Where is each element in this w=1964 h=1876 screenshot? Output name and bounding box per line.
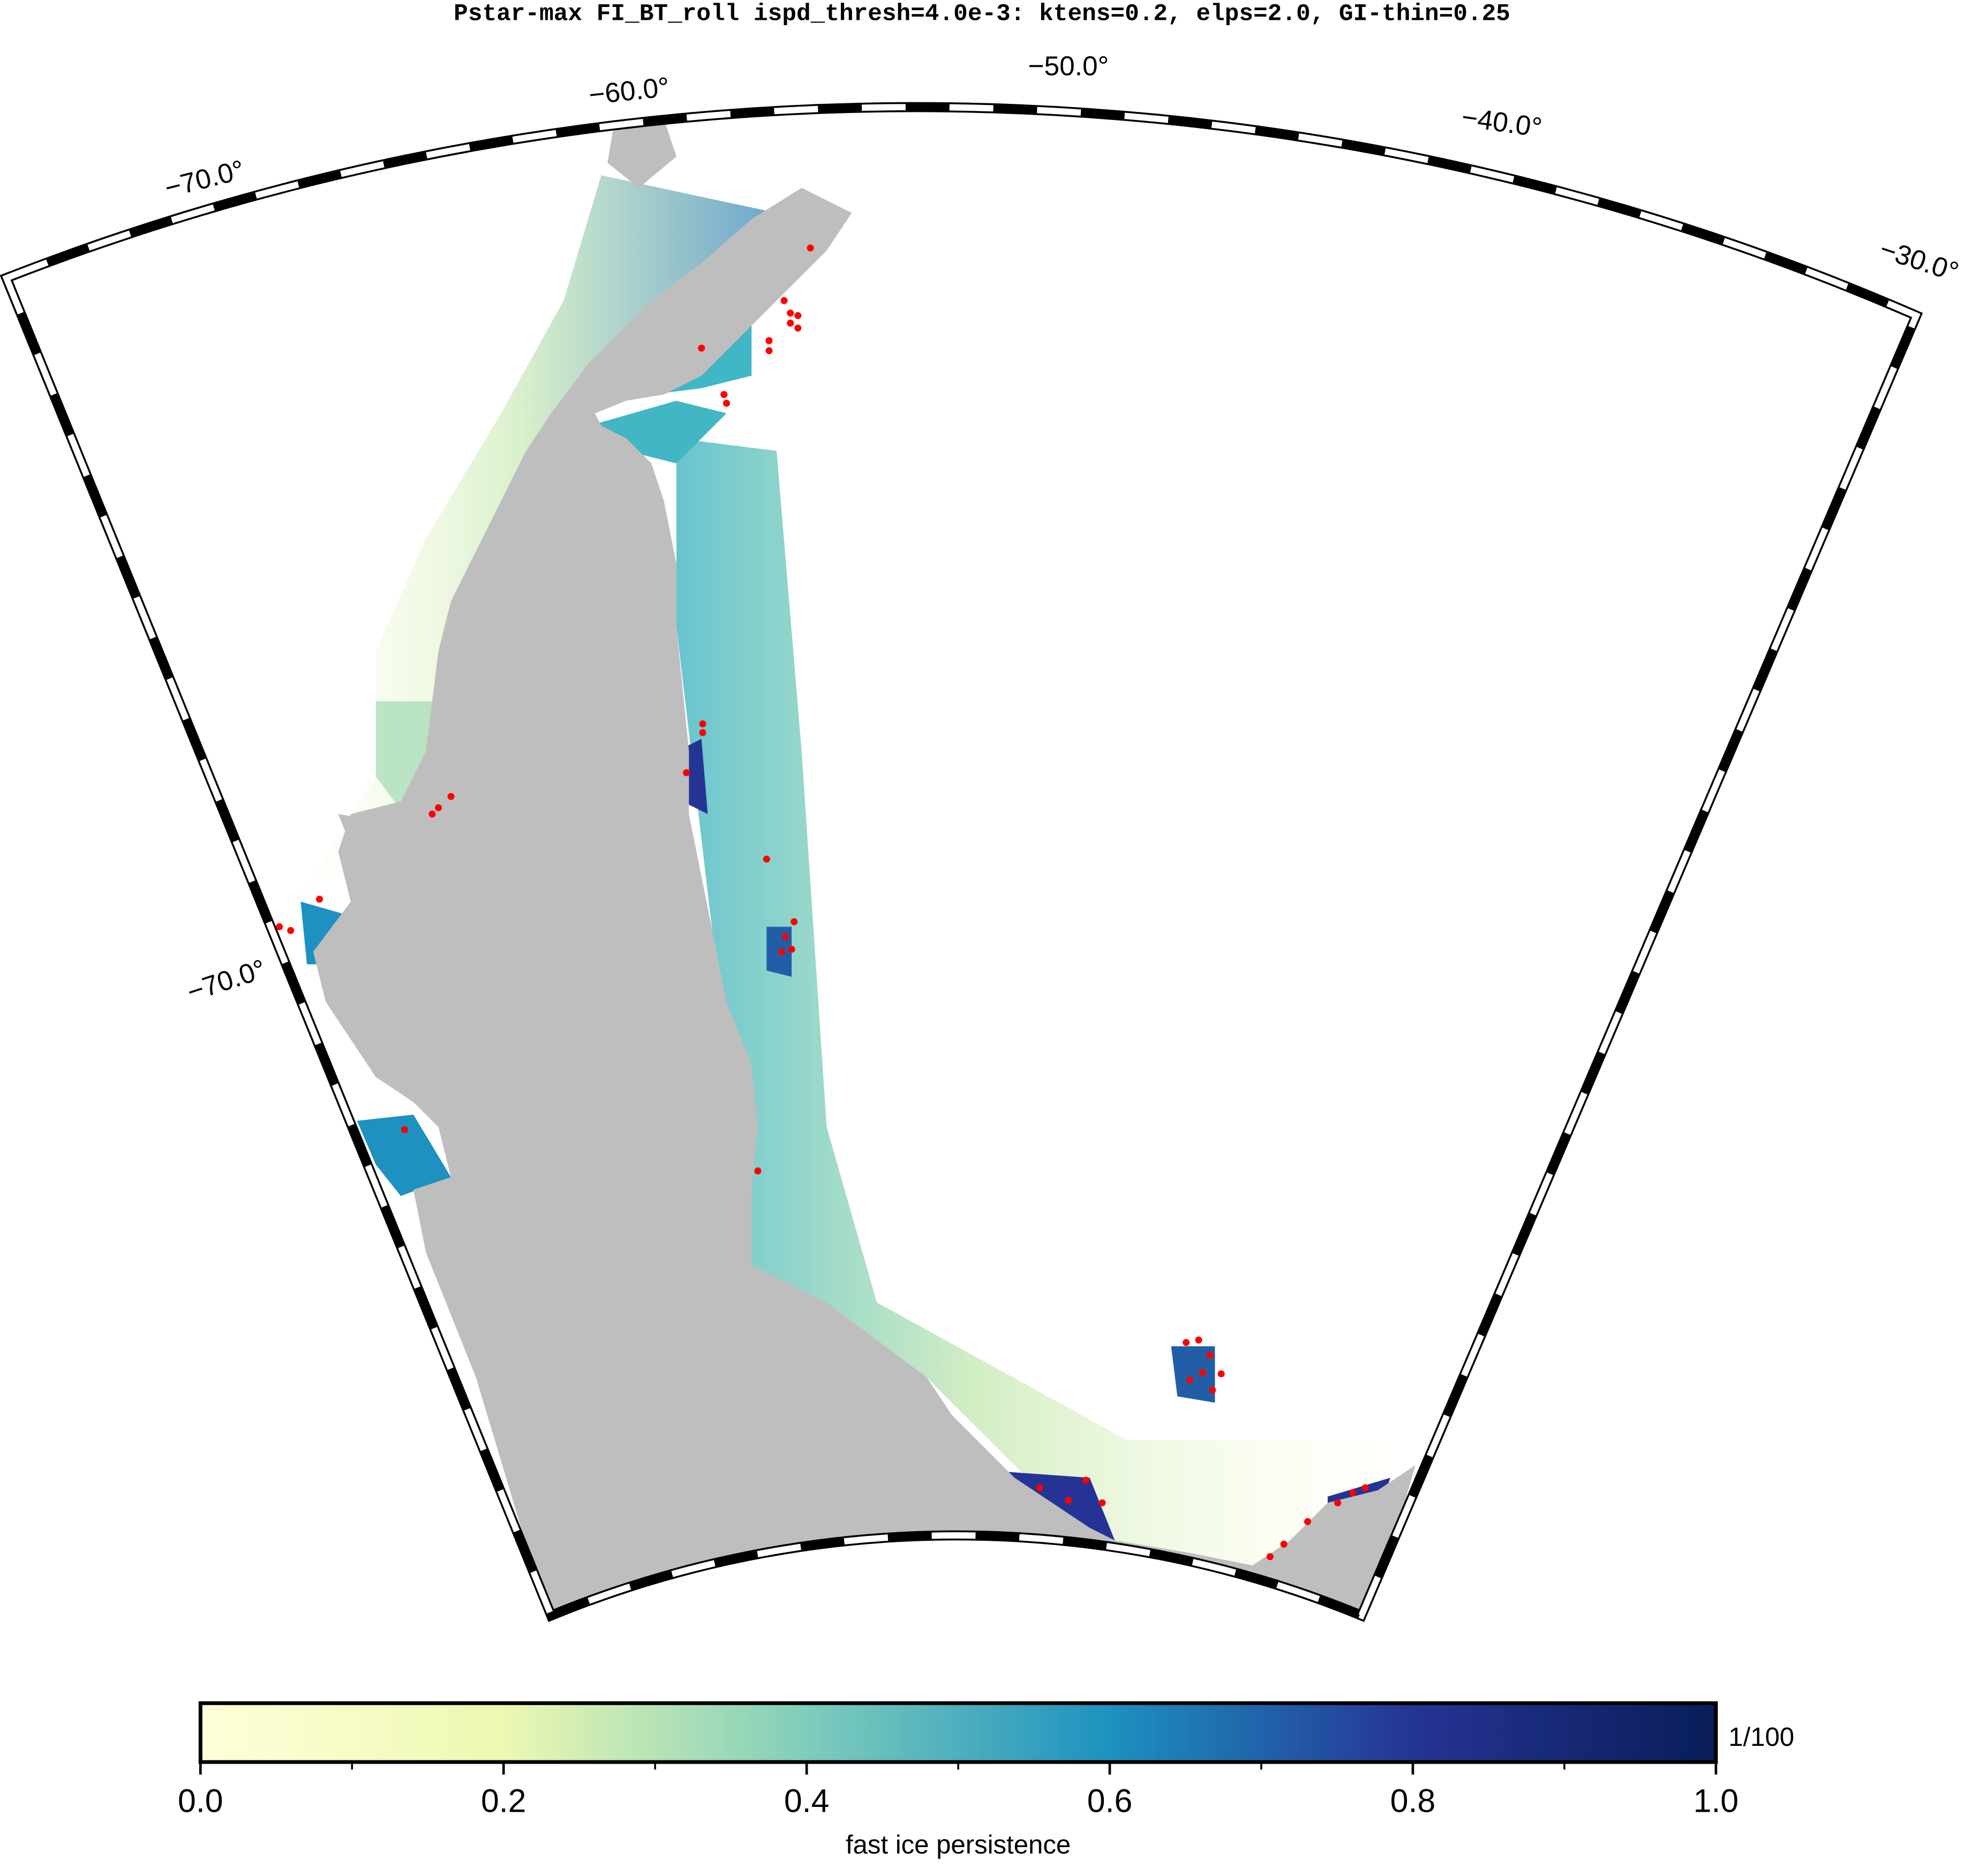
iceberg (787, 319, 794, 327)
iceberg (1217, 1370, 1225, 1377)
iceberg (276, 923, 283, 931)
iceberg (1199, 1369, 1206, 1376)
iceberg (1206, 1351, 1214, 1359)
lon-label: −30.0° (1876, 233, 1962, 288)
iceberg (428, 810, 436, 818)
iceberg (401, 1126, 409, 1133)
iceberg (807, 244, 814, 252)
iceberg (1209, 1387, 1216, 1394)
colorbar-tick-label: 1.0 (1694, 1783, 1739, 1819)
lon-label: −50.0° (1028, 50, 1109, 81)
colorbar-unit: 1/100 (1728, 1723, 1794, 1752)
grounded-icebergs (276, 244, 1369, 1561)
ice-band (676, 438, 1416, 1578)
iceberg (683, 769, 690, 777)
colorbar-tick-label: 0.6 (1087, 1783, 1132, 1819)
lon-label: −40.0° (1459, 101, 1544, 143)
colorbar-tick-label: 0.8 (1390, 1783, 1436, 1819)
colorbar (198, 1701, 1718, 1764)
iceberg (1098, 1499, 1106, 1506)
iceberg (781, 933, 789, 940)
iceberg (791, 918, 798, 925)
iceberg (723, 400, 731, 407)
iceberg (1349, 1489, 1357, 1496)
lon-label: −70.0° (161, 154, 247, 204)
iceberg (1183, 1339, 1190, 1346)
iceberg (1036, 1484, 1043, 1491)
colorbar-tick-label: 0.0 (178, 1783, 223, 1819)
colorbar-tick-label: 0.4 (784, 1783, 830, 1819)
iceberg (778, 948, 785, 955)
iceberg (787, 310, 794, 317)
iceberg (1082, 1476, 1090, 1484)
iceberg (447, 793, 455, 800)
title: Pstar-max FI_BT_roll ispd_thresh=4.0e-3:… (454, 1, 1510, 27)
iceberg (1280, 1540, 1288, 1548)
iceberg (1195, 1336, 1202, 1344)
land (313, 187, 1416, 1616)
iceberg (1304, 1518, 1312, 1525)
iceberg (794, 325, 802, 332)
iceberg (1266, 1553, 1274, 1561)
iceberg (1361, 1484, 1369, 1491)
map-body (6, 107, 1916, 1616)
iceberg (1065, 1496, 1072, 1504)
iceberg (780, 297, 788, 304)
colorbar-tick-label: 0.2 (481, 1783, 526, 1819)
iceberg (287, 926, 295, 935)
iceberg (765, 347, 773, 355)
iceberg (788, 945, 795, 953)
iceberg (698, 344, 705, 352)
iceberg (720, 391, 728, 398)
iceberg (699, 720, 706, 728)
iceberg (315, 895, 323, 903)
iceberg (699, 729, 706, 736)
iceberg (765, 337, 773, 344)
iceberg (1186, 1376, 1194, 1384)
lon-label: −60.0° (588, 71, 671, 110)
iceberg (1334, 1499, 1342, 1506)
iceberg (435, 804, 442, 811)
iceberg (754, 1167, 762, 1174)
colorbar-label: fast ice persistence (846, 1830, 1071, 1859)
lat-label: −70.0° (183, 953, 269, 1007)
iceberg (763, 855, 770, 863)
iceberg (794, 312, 802, 319)
